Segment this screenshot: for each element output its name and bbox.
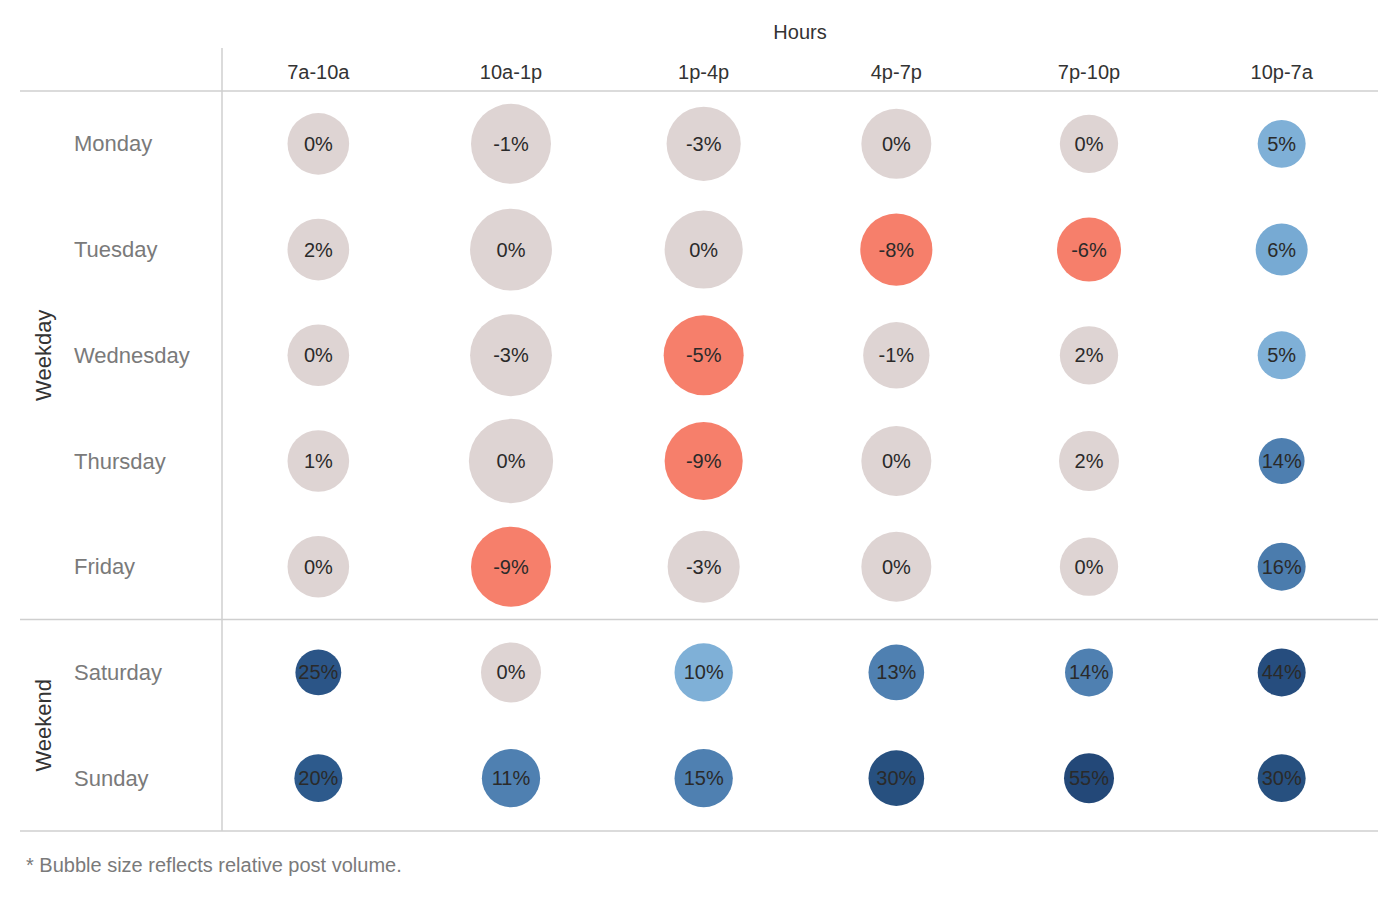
- svg-text:Weekend: Weekend: [32, 679, 57, 772]
- svg-text:2%: 2%: [1075, 450, 1104, 472]
- svg-text:Thursday: Thursday: [74, 449, 166, 474]
- svg-text:2%: 2%: [304, 239, 333, 261]
- svg-text:Friday: Friday: [74, 554, 135, 579]
- svg-text:10p-7a: 10p-7a: [1251, 61, 1314, 83]
- svg-text:-1%: -1%: [493, 133, 529, 155]
- svg-text:10%: 10%: [684, 661, 724, 683]
- svg-text:Hours: Hours: [773, 21, 826, 43]
- svg-text:-9%: -9%: [493, 556, 529, 578]
- svg-text:Wednesday: Wednesday: [74, 343, 190, 368]
- svg-text:0%: 0%: [497, 450, 526, 472]
- svg-text:20%: 20%: [298, 767, 338, 789]
- svg-text:0%: 0%: [689, 239, 718, 261]
- svg-text:30%: 30%: [1262, 767, 1302, 789]
- svg-text:44%: 44%: [1262, 661, 1302, 683]
- svg-text:2%: 2%: [1075, 344, 1104, 366]
- svg-text:-3%: -3%: [686, 133, 722, 155]
- svg-text:55%: 55%: [1069, 767, 1109, 789]
- svg-text:0%: 0%: [497, 661, 526, 683]
- svg-text:4p-7p: 4p-7p: [871, 61, 922, 83]
- svg-text:0%: 0%: [1075, 556, 1104, 578]
- svg-text:13%: 13%: [876, 661, 916, 683]
- svg-text:Tuesday: Tuesday: [74, 237, 158, 262]
- svg-text:-6%: -6%: [1071, 239, 1107, 261]
- svg-text:0%: 0%: [882, 556, 911, 578]
- svg-text:0%: 0%: [497, 239, 526, 261]
- svg-text:30%: 30%: [876, 767, 916, 789]
- svg-text:0%: 0%: [304, 344, 333, 366]
- svg-text:-3%: -3%: [493, 344, 529, 366]
- svg-text:7a-10a: 7a-10a: [287, 61, 350, 83]
- svg-text:0%: 0%: [882, 450, 911, 472]
- svg-text:-3%: -3%: [686, 556, 722, 578]
- svg-text:1p-4p: 1p-4p: [678, 61, 729, 83]
- svg-text:7p-10p: 7p-10p: [1058, 61, 1120, 83]
- svg-text:5%: 5%: [1267, 344, 1296, 366]
- svg-text:0%: 0%: [882, 133, 911, 155]
- svg-text:Monday: Monday: [74, 131, 152, 156]
- svg-text:-5%: -5%: [686, 344, 722, 366]
- svg-text:14%: 14%: [1069, 661, 1109, 683]
- svg-text:0%: 0%: [304, 133, 333, 155]
- svg-text:14%: 14%: [1262, 450, 1302, 472]
- svg-text:-1%: -1%: [879, 344, 915, 366]
- svg-text:15%: 15%: [684, 767, 724, 789]
- svg-text:-8%: -8%: [879, 239, 915, 261]
- svg-text:Saturday: Saturday: [74, 660, 162, 685]
- svg-text:1%: 1%: [304, 450, 333, 472]
- svg-text:11%: 11%: [492, 767, 531, 789]
- svg-text:* Bubble size reflects relativ: * Bubble size reflects relative post vol…: [26, 854, 402, 876]
- svg-text:10a-1p: 10a-1p: [480, 61, 542, 83]
- svg-text:25%: 25%: [298, 661, 338, 683]
- svg-text:0%: 0%: [304, 556, 333, 578]
- svg-text:5%: 5%: [1267, 133, 1296, 155]
- svg-text:Weekday: Weekday: [32, 310, 57, 401]
- svg-text:Sunday: Sunday: [74, 766, 149, 791]
- svg-text:6%: 6%: [1267, 239, 1296, 261]
- svg-text:16%: 16%: [1262, 556, 1302, 578]
- svg-text:-9%: -9%: [686, 450, 722, 472]
- svg-text:0%: 0%: [1075, 133, 1104, 155]
